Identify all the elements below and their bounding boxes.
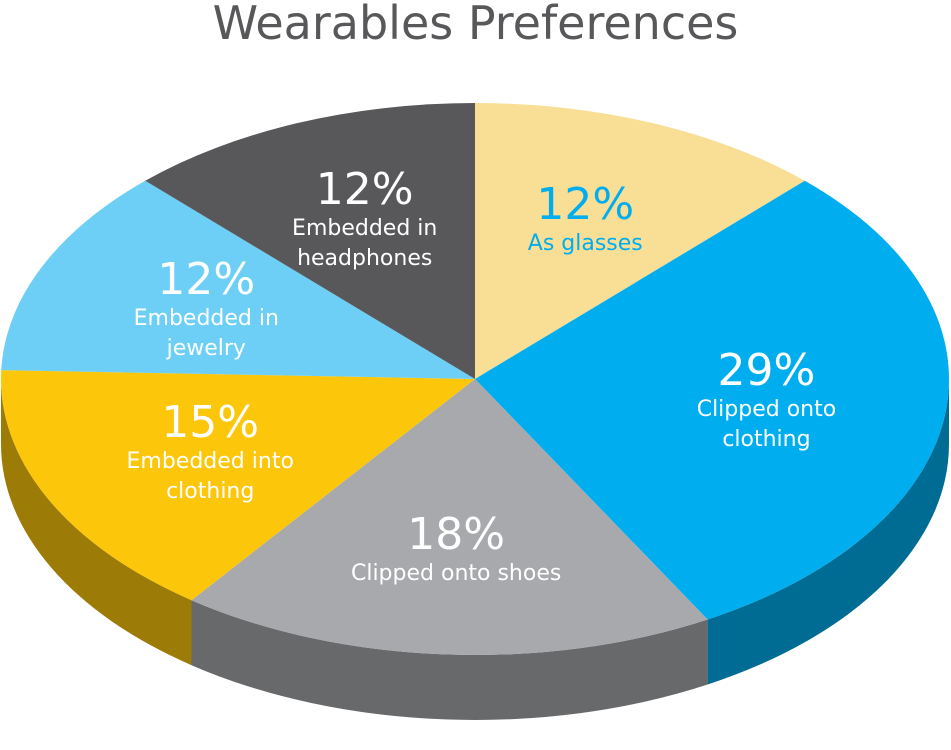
slice-side [1,379,192,666]
category-label: Embedded in jewelry [133,305,279,361]
value-label: 15% [161,397,260,449]
slice-label: 29% Clipped onto clothing [656,344,876,455]
slice-label: 12% Embedded in jewelry [96,253,316,364]
value-label: 12% [157,253,256,305]
slice [0,370,475,601]
category-label: Embedded into clothing [126,449,294,505]
slice-side [191,600,708,720]
chart-title: Wearables Preferences [212,0,739,50]
value-label: 18% [407,508,506,560]
slice [1,180,476,379]
slice-label: 18% Clipped onto shoes [346,508,566,589]
category-label: Clipped onto shoes [350,560,562,586]
slice-label: 12% As glasses [475,181,695,259]
slice-side [707,379,949,685]
slice [145,103,476,379]
value-label: 12% [315,164,414,216]
value-label: 12% [536,179,635,231]
slice-label: 15% Embedded into clothing [100,399,320,507]
slice [191,379,708,655]
category-label: Embedded in headphones [292,216,438,272]
slice [475,103,805,379]
category-label: As glasses [527,231,643,257]
value-label: 29% [717,344,816,396]
category-label: Clipped onto clothing [696,396,837,452]
slice [475,180,949,620]
slice-label: 12% Embedded in headphones [255,166,475,274]
